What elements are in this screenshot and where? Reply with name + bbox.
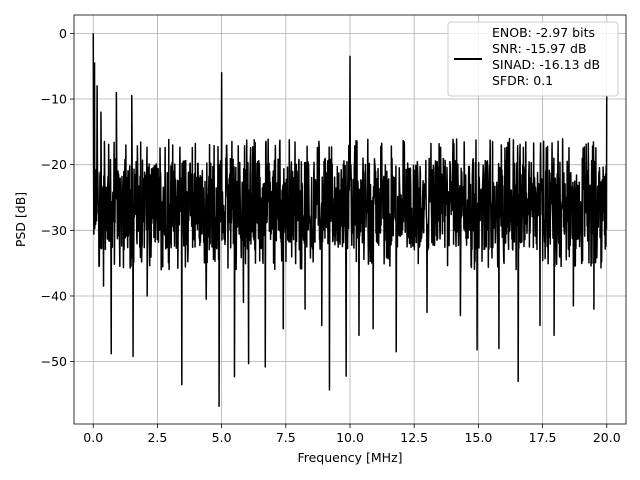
legend-snr: SNR: -15.97 dB (492, 41, 587, 56)
legend-box (447, 21, 619, 97)
legend: ENOB: -2.97 bits SNR: -15.97 dB SINAD: -… (447, 21, 619, 97)
y-tick-label: −10 (41, 92, 67, 107)
x-tick-label: 5.0 (212, 430, 232, 445)
x-axis: 0.0 2.5 5.0 7.5 10.0 12.5 15.0 17.5 20.0 (83, 424, 621, 445)
y-axis-title: PSD [dB] (13, 192, 28, 247)
x-tick-label: 20.0 (593, 430, 621, 445)
y-tick-label: −40 (41, 288, 67, 303)
x-tick-label: 7.5 (276, 430, 296, 445)
legend-enob: ENOB: -2.97 bits (492, 25, 595, 40)
y-tick-label: −50 (41, 354, 67, 369)
legend-sinad: SINAD: -16.13 dB (492, 57, 600, 72)
y-tick-label: −20 (41, 157, 67, 172)
y-axis: 0 −10 −20 −30 −40 −50 (41, 26, 74, 369)
x-tick-label: 2.5 (147, 430, 167, 445)
x-tick-label: 10.0 (336, 430, 364, 445)
psd-line (92, 33, 608, 408)
x-tick-label: 12.5 (400, 430, 428, 445)
x-tick-label: 0.0 (83, 430, 103, 445)
y-tick-label: −30 (41, 223, 67, 238)
legend-sfdr: SFDR: 0.1 (492, 73, 553, 88)
series-psd-trace (92, 33, 608, 408)
y-tick-label: 0 (59, 26, 67, 41)
x-tick-label: 17.5 (529, 430, 557, 445)
x-tick-label: 15.0 (464, 430, 492, 445)
x-axis-title: Frequency [MHz] (297, 450, 402, 465)
